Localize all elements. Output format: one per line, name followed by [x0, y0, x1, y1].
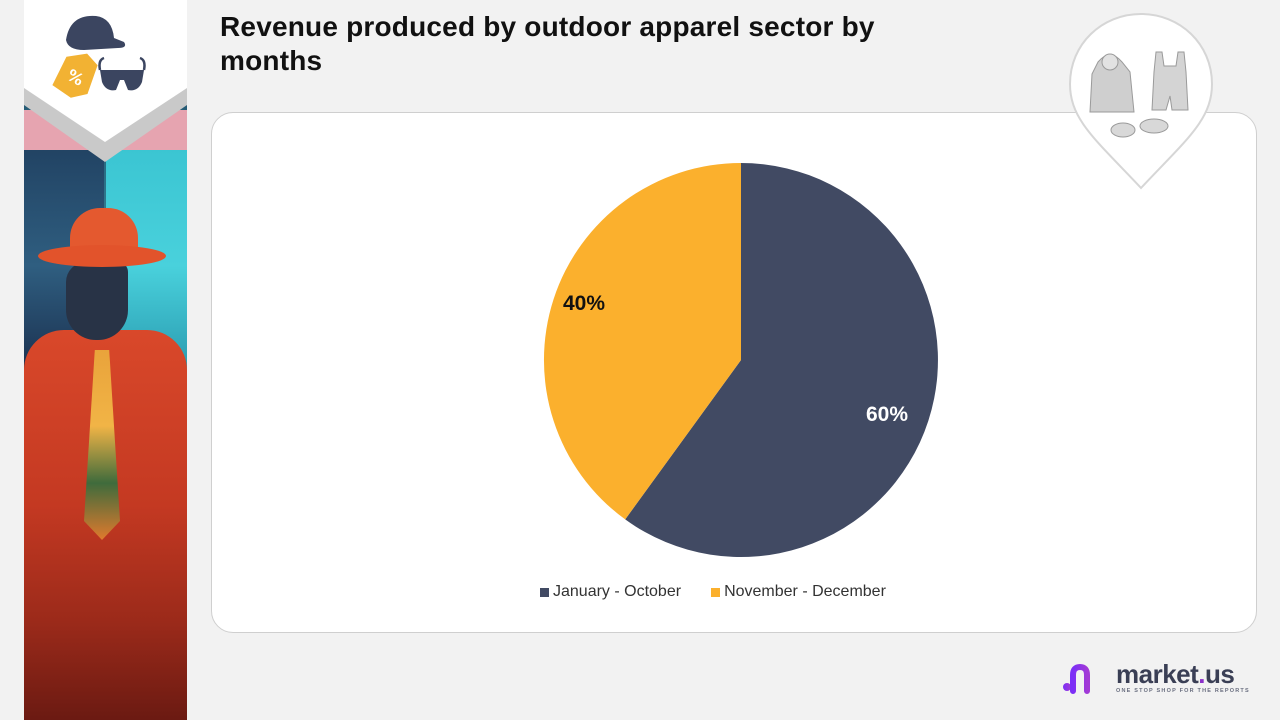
legend-item-jan-oct[interactable]: January - October [540, 583, 681, 601]
page-title: Revenue produced by outdoor apparel sect… [220, 11, 875, 76]
price-tag-icon: % [52, 53, 98, 98]
shoes-icon [1110, 118, 1169, 138]
brand-tagline: ONE STOP SHOP FOR THE REPORTS [1116, 688, 1250, 695]
overalls-icon [1151, 51, 1189, 111]
sunglasses-icon [98, 56, 146, 91]
mannequin-head [66, 262, 128, 340]
brand-text: market.us ONE STOP SHOP FOR THE REPORTS [1116, 661, 1250, 695]
chart-legend: January - October November - December [540, 583, 886, 601]
brand-name: market.us [1116, 659, 1235, 690]
hat-brim [38, 245, 166, 267]
legend-swatch-dark [540, 587, 549, 597]
jacket-icon [1089, 53, 1135, 113]
legend-label: January - October [553, 583, 682, 600]
legend-swatch-yellow [711, 587, 721, 597]
pie-chart [541, 160, 941, 560]
brand-logo[interactable]: market.us ONE STOP SHOP FOR THE REPORTS [1062, 658, 1262, 698]
slice-label-jan-oct: 60% [866, 403, 909, 426]
legend-item-nov-dec[interactable]: November - December [711, 583, 886, 601]
legend-label: November - December [724, 583, 886, 600]
cap-icon [66, 15, 126, 50]
pie-slice-nov-dec[interactable] [543, 163, 741, 520]
slice-label-nov-dec: 40% [563, 292, 606, 315]
market-us-logo-icon [1063, 663, 1108, 694]
pie-slice-jan-oct[interactable] [625, 163, 938, 557]
winter-clothes-badge [1068, 12, 1214, 190]
category-logo-panel: % [24, 0, 187, 162]
